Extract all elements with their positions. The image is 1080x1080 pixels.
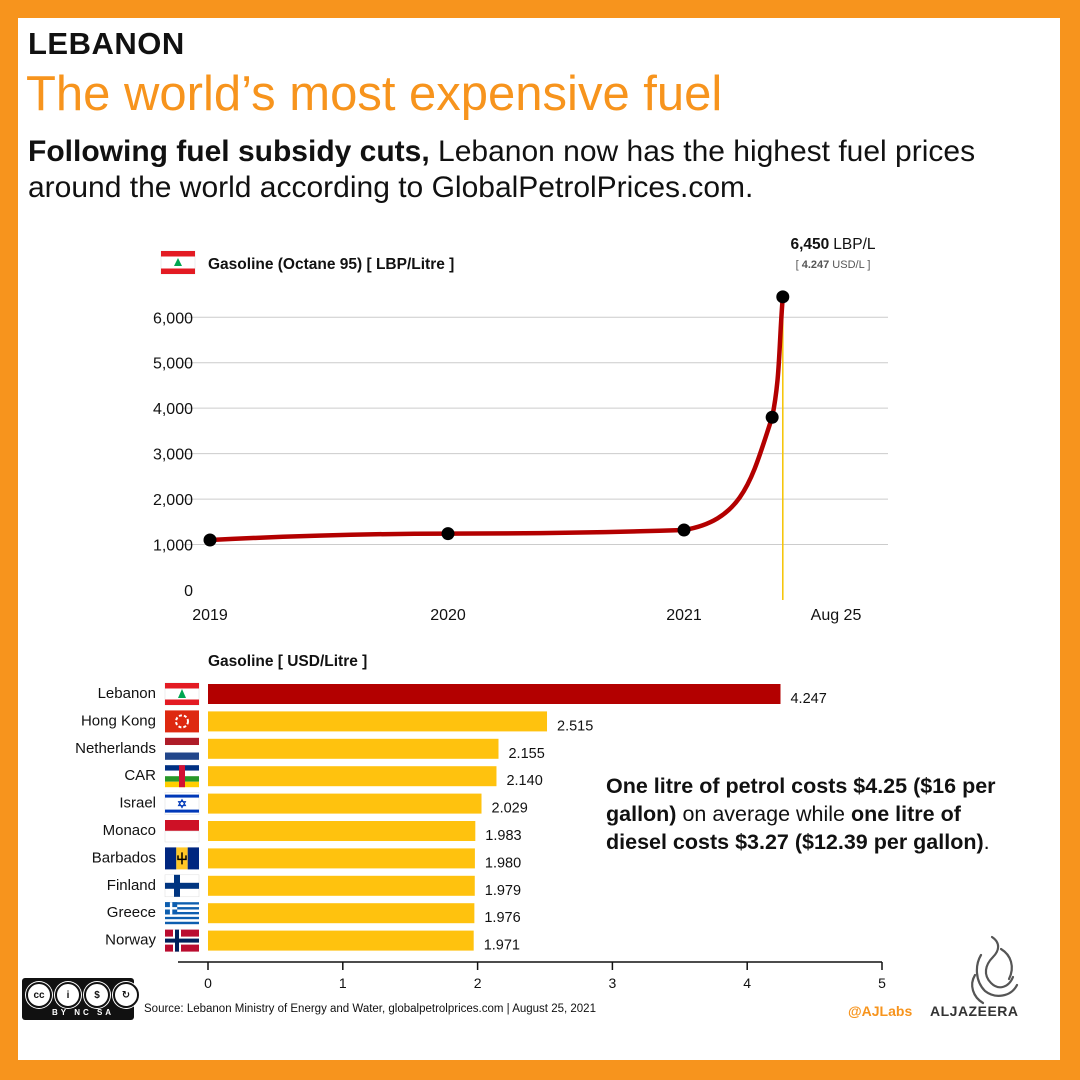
bar-x-tick-label: 4 <box>743 975 751 991</box>
car-flag-icon <box>165 765 199 788</box>
peak-sub-value: 4.247 <box>802 259 830 271</box>
bar-hong-kong <box>208 711 548 732</box>
finland-flag-icon <box>164 874 200 898</box>
callout-bold-1: One litre of petrol costs $4.25 ($16 per… <box>606 774 996 826</box>
bar-category-label: Israel <box>119 795 156 812</box>
greece-flag-icon <box>165 902 199 925</box>
bar-category-label: Finland <box>107 877 156 894</box>
bar-value-label: 1.983 <box>485 828 521 844</box>
line-chart-title: Gasoline (Octane 95) [ LBP/Litre ] <box>208 256 454 273</box>
bar-category-label: CAR <box>124 767 156 784</box>
bar-lebanon <box>208 684 781 704</box>
aljazeera-logo-icon <box>971 935 1019 1005</box>
line-y-tick-label: 5,000 <box>153 356 193 373</box>
bar-category-label: Norway <box>105 932 156 949</box>
bar-x-tick-label: 0 <box>204 975 212 991</box>
subtitle: Following fuel subsidy cuts, Lebanon now… <box>28 134 1018 206</box>
line-x-tick-label: 2021 <box>666 607 702 624</box>
bar-category-label: Lebanon <box>98 685 156 702</box>
line-y-tick-label: 1,000 <box>153 538 193 555</box>
bar-finland <box>208 875 475 896</box>
noncommercial-icon: $ <box>84 982 110 1008</box>
callout-bold-2: one litre of diesel costs $3.27 ($12.39 … <box>606 802 984 854</box>
line-x-tick-label: 2020 <box>430 607 466 624</box>
bar-netherlands <box>208 738 499 759</box>
aljazeera-wordmark: ALJAZEERA <box>930 1003 1019 1019</box>
peak-value: 6,450 <box>790 236 829 253</box>
bar-x-tick-label: 3 <box>609 975 617 991</box>
sharealike-icon: ↻ <box>113 982 139 1008</box>
bar-x-tick-label: 2 <box>474 975 482 991</box>
bar-x-tick-label: 5 <box>878 975 886 991</box>
callout-text-1: on average while <box>676 802 851 826</box>
bar-category-label: Barbados <box>92 849 156 866</box>
bar-chart-title: Gasoline [ USD/Litre ] <box>208 653 367 670</box>
bar-car <box>208 766 497 787</box>
bar-value-label: 2.029 <box>492 801 528 817</box>
barbados-flag-icon <box>165 847 199 870</box>
line-x-tick-label: Aug 25 <box>811 607 862 624</box>
israel-flag-icon <box>164 792 200 815</box>
callout-text-2: . <box>983 830 990 854</box>
bar-value-label: 2.515 <box>557 718 593 734</box>
bar-norway <box>208 930 474 951</box>
bar-monaco <box>208 821 476 841</box>
fuel-cost-callout: One litre of petrol costs $4.25 ($16 per… <box>606 772 1026 856</box>
line-y-tick-label: 2,000 <box>153 492 193 509</box>
source-note: Source: Lebanon Ministry of Energy and W… <box>144 1003 596 1015</box>
netherlands-flag-icon <box>165 737 199 760</box>
bar-value-label: 1.971 <box>484 938 520 954</box>
lebanon-flag-icon <box>160 250 196 275</box>
peak-annotation: 6,450 LBP/L <box>790 236 875 253</box>
bar-value-label: 1.979 <box>485 883 521 899</box>
page-title: The world’s most expensive fuel <box>26 67 723 121</box>
line-data-point <box>765 410 779 424</box>
hong-kong-flag-icon <box>165 710 199 733</box>
bar-israel <box>208 793 482 814</box>
line-y-tick-label: 4,000 <box>153 401 193 418</box>
subtitle-rest: Lebanon now has the highest fuel prices … <box>28 135 976 204</box>
line-y-tick-label: 3,000 <box>153 447 193 464</box>
bar-category-label: Greece <box>107 904 156 921</box>
bar-barbados <box>208 848 475 869</box>
bar-category-label: Monaco <box>103 822 156 839</box>
country-kicker: LEBANON <box>28 26 185 61</box>
line-data-point <box>677 523 691 537</box>
bar-value-label: 2.140 <box>506 773 542 789</box>
peak-unit: LBP/L <box>833 236 876 253</box>
line-data-point <box>203 533 217 547</box>
cc-labels: BY NC SA <box>52 1008 115 1017</box>
peak-sub-annotation: [ 4.247 USD/L ] <box>796 259 871 271</box>
monaco-flag-icon <box>164 820 200 843</box>
bar-category-label: Hong Kong <box>81 712 156 729</box>
bar-value-label: 2.155 <box>508 746 544 762</box>
line-x-tick-label: 2019 <box>192 607 228 624</box>
by-attribution-icon: i <box>55 982 81 1008</box>
line-y-tick-label: 0 <box>184 583 193 600</box>
bar-value-label: 1.980 <box>485 855 521 871</box>
cc-icon: cc <box>26 982 52 1008</box>
peak-sub-unit: USD/L ] <box>829 259 870 271</box>
bar-value-label: 4.247 <box>790 691 826 707</box>
line-data-point <box>441 527 455 541</box>
subtitle-bold: Following fuel subsidy cuts, <box>28 135 430 168</box>
ajlabs-handle: @AJLabs <box>848 1003 913 1019</box>
norway-flag-icon <box>165 929 199 952</box>
bar-greece <box>208 903 475 924</box>
bar-x-tick-label: 1 <box>339 975 347 991</box>
line-y-tick-label: 6,000 <box>153 310 193 327</box>
peak-sub-open: [ <box>796 259 802 271</box>
lbp-price-line <box>207 294 786 543</box>
bar-category-label: Netherlands <box>75 740 156 757</box>
lebanon-flag-icon <box>164 682 200 706</box>
creative-commons-badge: cc i $ ↻ BY NC SA <box>22 978 139 1020</box>
bar-value-label: 1.976 <box>484 910 520 926</box>
line-data-point <box>776 290 790 304</box>
